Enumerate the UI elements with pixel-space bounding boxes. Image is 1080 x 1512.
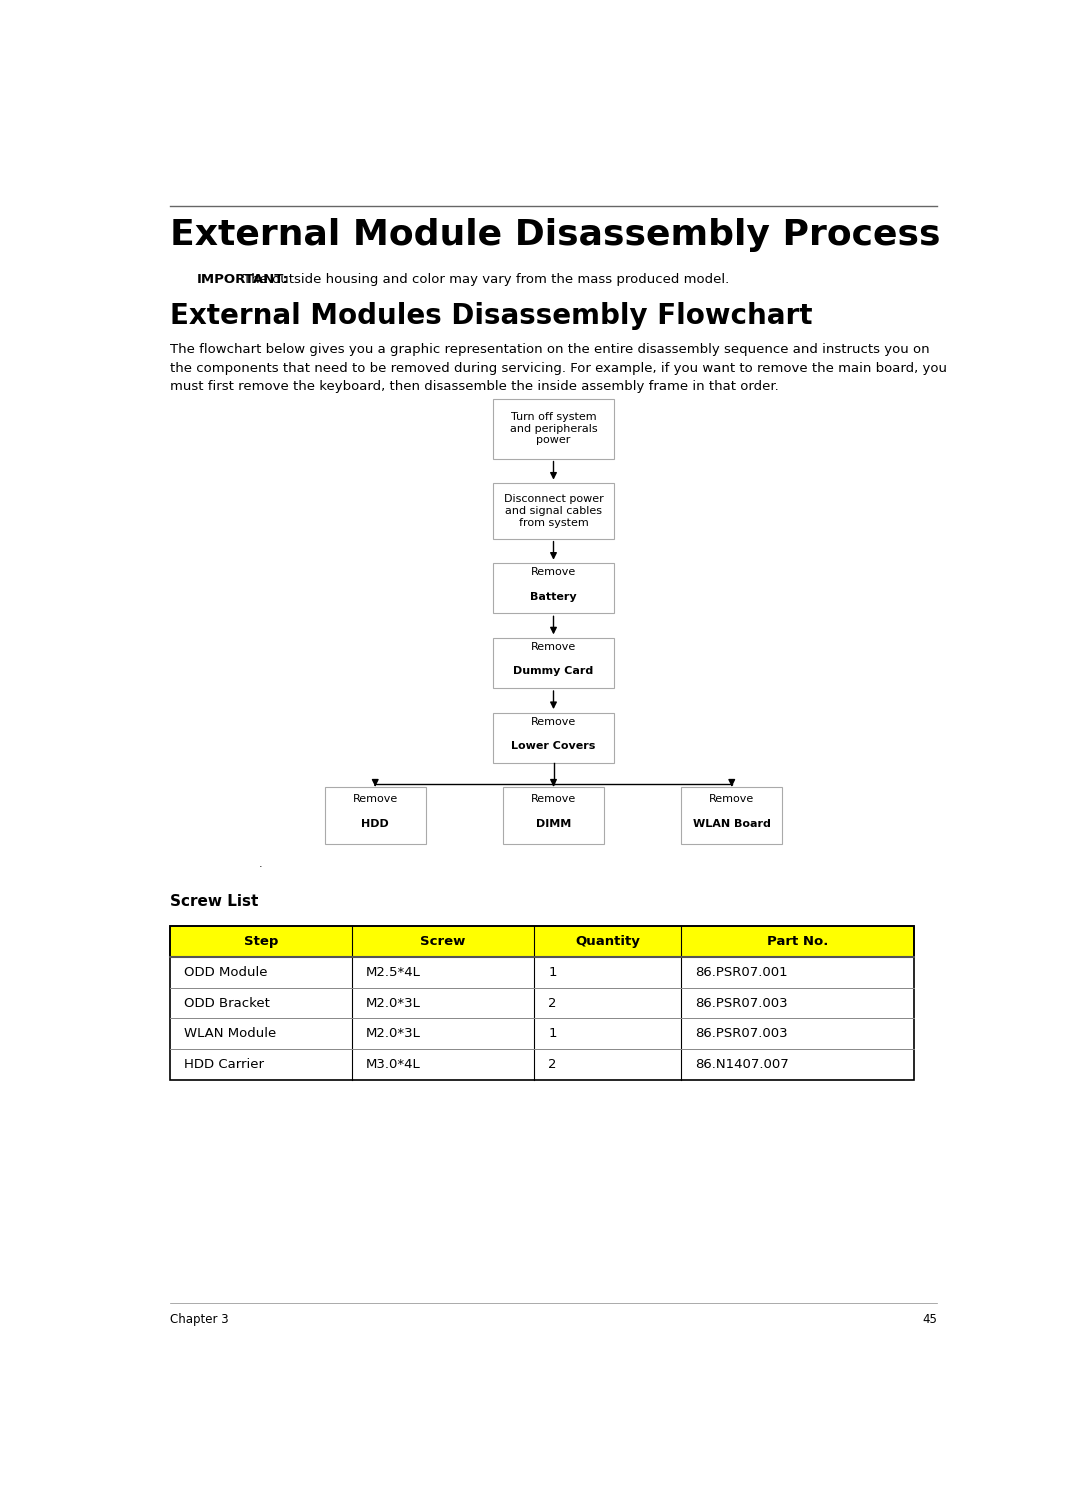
Text: Turn off system
and peripherals
power: Turn off system and peripherals power bbox=[510, 411, 597, 445]
Text: Remove: Remove bbox=[531, 794, 576, 804]
Text: ODD Bracket: ODD Bracket bbox=[184, 996, 270, 1010]
Text: Dummy Card: Dummy Card bbox=[513, 667, 594, 676]
Text: Chapter 3: Chapter 3 bbox=[170, 1314, 229, 1326]
Bar bbox=[170, 987, 914, 1019]
Bar bbox=[170, 957, 914, 987]
Text: 2: 2 bbox=[548, 1058, 556, 1070]
Text: 1: 1 bbox=[548, 966, 556, 978]
Bar bbox=[681, 786, 782, 844]
Bar bbox=[494, 484, 613, 538]
Text: Screw List: Screw List bbox=[170, 894, 258, 909]
Text: M2.0*3L: M2.0*3L bbox=[366, 996, 421, 1010]
Text: Remove: Remove bbox=[710, 794, 754, 804]
Bar bbox=[494, 712, 613, 762]
Text: Remove: Remove bbox=[531, 643, 576, 652]
Text: Remove: Remove bbox=[353, 794, 397, 804]
Bar bbox=[170, 1049, 914, 1080]
Text: 1: 1 bbox=[548, 1027, 556, 1040]
Text: Lower Covers: Lower Covers bbox=[511, 741, 596, 751]
Text: Remove: Remove bbox=[531, 567, 576, 578]
Text: Quantity: Quantity bbox=[576, 934, 640, 948]
Text: M2.0*3L: M2.0*3L bbox=[366, 1027, 421, 1040]
Text: 2: 2 bbox=[548, 996, 556, 1010]
Bar bbox=[503, 786, 604, 844]
Text: 86.PSR07.001: 86.PSR07.001 bbox=[696, 966, 788, 978]
Text: The flowchart below gives you a graphic representation on the entire disassembly: The flowchart below gives you a graphic … bbox=[170, 343, 947, 393]
Text: 86.PSR07.003: 86.PSR07.003 bbox=[696, 1027, 788, 1040]
Text: HDD Carrier: HDD Carrier bbox=[184, 1058, 264, 1070]
Text: M3.0*4L: M3.0*4L bbox=[366, 1058, 421, 1070]
Text: WLAN Board: WLAN Board bbox=[692, 820, 771, 829]
Bar bbox=[494, 638, 613, 688]
Bar bbox=[170, 925, 914, 1080]
Text: The outside housing and color may vary from the mass produced model.: The outside housing and color may vary f… bbox=[243, 274, 730, 286]
Bar bbox=[170, 925, 914, 957]
Text: 45: 45 bbox=[922, 1314, 937, 1326]
Text: WLAN Module: WLAN Module bbox=[184, 1027, 276, 1040]
Bar bbox=[325, 786, 426, 844]
Text: 86.N1407.007: 86.N1407.007 bbox=[696, 1058, 789, 1070]
Bar bbox=[494, 399, 613, 458]
Bar bbox=[170, 1019, 914, 1049]
Text: Battery: Battery bbox=[530, 591, 577, 602]
Text: ODD Module: ODD Module bbox=[184, 966, 268, 978]
Text: IMPORTANT:: IMPORTANT: bbox=[197, 274, 289, 286]
Bar bbox=[494, 564, 613, 614]
Text: External Module Disassembly Process: External Module Disassembly Process bbox=[170, 218, 941, 251]
Text: Part No.: Part No. bbox=[767, 934, 828, 948]
Text: Disconnect power
and signal cables
from system: Disconnect power and signal cables from … bbox=[503, 494, 604, 528]
Text: Remove: Remove bbox=[531, 717, 576, 727]
Text: HDD: HDD bbox=[362, 820, 389, 829]
Text: Step: Step bbox=[244, 934, 279, 948]
Text: .: . bbox=[259, 859, 262, 869]
Text: External Modules Disassembly Flowchart: External Modules Disassembly Flowchart bbox=[170, 302, 812, 330]
Text: DIMM: DIMM bbox=[536, 820, 571, 829]
Text: M2.5*4L: M2.5*4L bbox=[366, 966, 421, 978]
Text: Screw: Screw bbox=[420, 934, 465, 948]
Text: 86.PSR07.003: 86.PSR07.003 bbox=[696, 996, 788, 1010]
